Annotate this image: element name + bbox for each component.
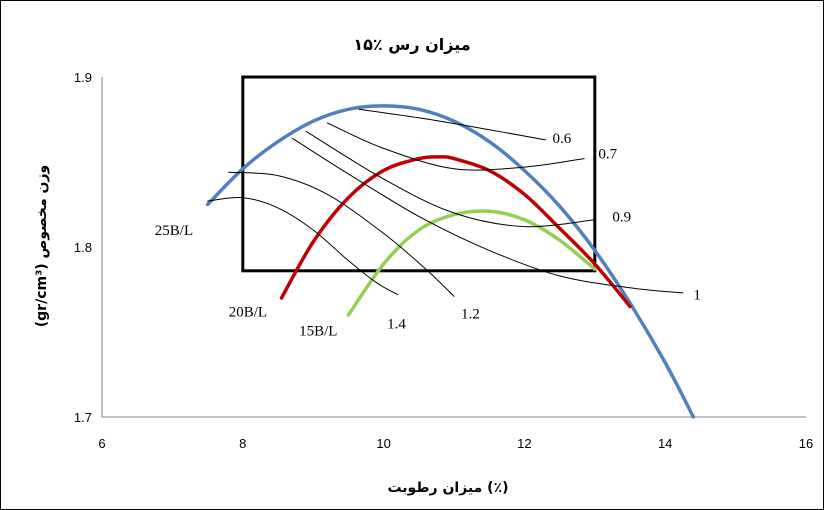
- curve-label: 20B/L: [229, 305, 267, 321]
- tick-labels: 6 8 10 12 14 16 1.7 1.8 1.9: [74, 70, 813, 451]
- y-tick-label: 1.8: [74, 240, 92, 255]
- series-line-0_6: [358, 108, 546, 141]
- boundary-box: [241, 75, 597, 273]
- series-line-0_9: [305, 130, 596, 228]
- x-tick-label: 14: [658, 436, 672, 451]
- curve-label: 1.4: [387, 317, 406, 333]
- x-tick-label: 8: [239, 436, 246, 451]
- curve-label: 0.9: [612, 209, 631, 225]
- series-line-20BL: [279, 155, 632, 309]
- series-line-1: [291, 137, 684, 294]
- series-line-1_2: [228, 171, 455, 297]
- annotations: 0.6 0.7 0.9 1 1.2 1.4 25B/L 20B/L 15B/L: [155, 131, 701, 339]
- x-tick-label: 16: [799, 436, 813, 451]
- y-tick-label: 1.7: [74, 410, 92, 425]
- series-line-1_4: [207, 197, 399, 296]
- curve-label: 0.6: [553, 131, 572, 147]
- series-line-0_7: [326, 122, 585, 171]
- curve-label: 1.2: [461, 306, 480, 322]
- y-tick-label: 1.9: [74, 70, 92, 85]
- curve-label: 25B/L: [155, 223, 193, 239]
- plot-marks: [101, 75, 806, 419]
- chart-title: ۱۵٪ میزان رس: [353, 35, 470, 54]
- y-axis-title: (gr/cm³) وزن مخصوص: [34, 165, 50, 327]
- x-tick-label: 10: [376, 436, 390, 451]
- curve-label: 1: [693, 288, 701, 304]
- x-tick-label: 6: [98, 436, 105, 451]
- curve-label: 0.7: [598, 147, 617, 163]
- curve-label: 15B/L: [299, 323, 337, 339]
- series-line-25BL: [205, 104, 696, 419]
- x-axis-title: میزان رطوبت (٪): [387, 480, 508, 496]
- x-tick-label: 12: [517, 436, 531, 451]
- series-line-15BL: [346, 209, 597, 317]
